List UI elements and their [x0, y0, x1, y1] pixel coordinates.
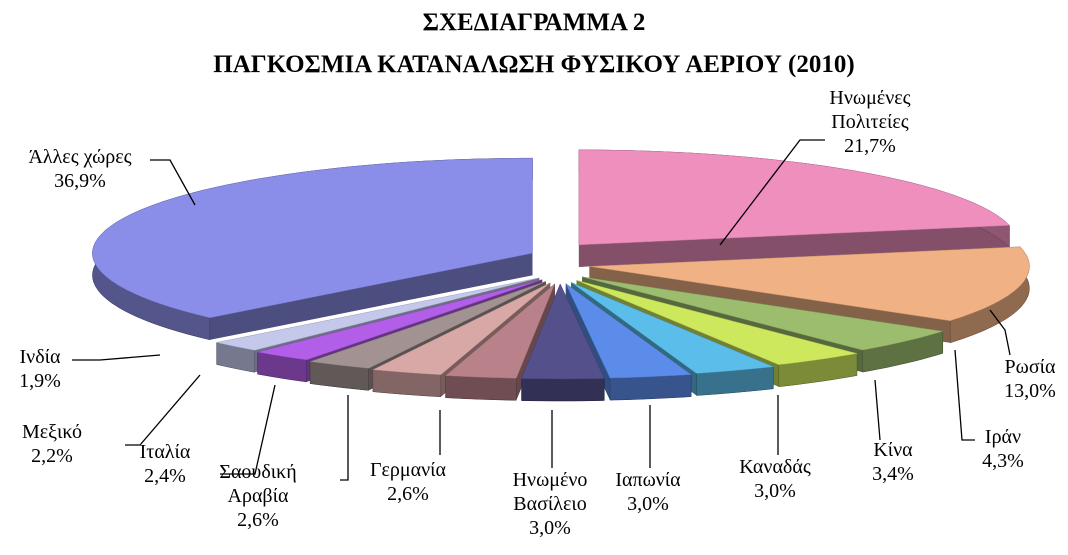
- slice-value: 2,6%: [387, 483, 429, 505]
- slice-name: Γερμανία: [369, 459, 447, 481]
- slice-label: Σαουδική Αραβία 2,6%: [208, 460, 308, 532]
- leader-line: [874, 379, 881, 441]
- slice-label: Ιαπωνία 3,0%: [603, 468, 693, 516]
- leader-line: [150, 159, 196, 206]
- slice-wall: [445, 375, 517, 401]
- slice-name: Ιταλία: [139, 441, 191, 463]
- slice-top: [582, 276, 943, 351]
- chart-subtitle: ΠΑΓΚΟΣΜΙΑ ΚΑΤΑΝΑΛΩΣΗ ΦΥΣΙΚΟΥ ΑΕΡΙΟΥ (201…: [213, 51, 855, 78]
- slice-name: Ρωσία: [1004, 356, 1056, 378]
- slice-name: Σαουδική Αραβία: [219, 461, 297, 507]
- slice-name: Ιαπωνία: [615, 469, 681, 491]
- slice: [92, 157, 533, 341]
- slice-name: Ηνωμένο Βασίλειο: [512, 469, 588, 515]
- slice-value: 13,0%: [1004, 380, 1056, 402]
- slice-name: Ιράν: [984, 426, 1022, 448]
- slice-value: 1,9%: [19, 370, 61, 392]
- leader-line: [719, 139, 825, 246]
- slice-label: Γερμανία 2,6%: [353, 458, 463, 506]
- slice-top: [565, 282, 692, 379]
- slice-name: Ινδία: [19, 346, 61, 368]
- slice: [578, 149, 1011, 267]
- slice-value: 2,4%: [144, 465, 186, 487]
- slice-label: Ρωσία 13,0%: [985, 355, 1068, 403]
- slice-top: [576, 280, 858, 365]
- slice-label: Ιταλία 2,4%: [130, 440, 200, 488]
- slice-value: 3,0%: [529, 517, 571, 539]
- slice-top: [521, 283, 605, 380]
- slice-label: Ηνωμένο Βασίλειο 3,0%: [500, 468, 600, 540]
- slice-value: 4,3%: [982, 450, 1024, 472]
- leader-lines: [72, 139, 1011, 481]
- leader-line: [72, 354, 161, 361]
- chart-title: ΣΧΕΔΙΑΓΡΑΜΜΑ 2: [422, 9, 646, 36]
- leader-line: [125, 374, 201, 446]
- slice-value: 3,0%: [754, 480, 796, 502]
- slice-label: Μεξικό 2,2%: [12, 420, 92, 468]
- slice-name: Άλλες χώρες: [28, 146, 132, 168]
- slice-top: [310, 281, 547, 369]
- slice-top: [216, 277, 540, 351]
- leader-line: [954, 349, 975, 441]
- slice-name: Ηνωμένες Πολιτείες: [829, 87, 911, 133]
- slice-top: [571, 282, 774, 374]
- slice: [521, 283, 605, 402]
- slice-label: Άλλες χώρες 36,9%: [0, 145, 180, 193]
- slice-label: Ηνωμένες Πολιτείες 21,7%: [800, 86, 940, 158]
- slice: [589, 246, 1030, 344]
- leader-line: [989, 309, 1011, 356]
- slice-side: [209, 253, 533, 340]
- slice-top: [444, 283, 556, 379]
- leader-line: [220, 384, 276, 475]
- slice-value: 2,2%: [31, 445, 73, 467]
- slice-value: 36,9%: [54, 170, 106, 192]
- slice-label: Καναδάς 3,0%: [725, 455, 825, 503]
- slice-wall: [609, 374, 692, 401]
- slice-label: Ιράν 4,3%: [973, 425, 1033, 473]
- slice-value: 2,6%: [237, 509, 279, 531]
- slice-value: 3,4%: [872, 463, 914, 485]
- slice-top: [578, 149, 1011, 246]
- slice-top: [371, 282, 551, 376]
- slice-name: Μεξικό: [21, 421, 83, 443]
- slice-top: [589, 246, 1030, 322]
- slice-value: 21,7%: [844, 135, 896, 157]
- slice-name: Κίνα: [873, 439, 913, 461]
- slice-wall: [521, 378, 605, 402]
- slice-value: 3,0%: [627, 493, 669, 515]
- slice-label: Κίνα 3,4%: [863, 438, 923, 486]
- slice-name: Καναδάς: [739, 456, 811, 478]
- slice-top: [92, 157, 533, 319]
- slice-label: Ινδία 1,9%: [10, 345, 70, 393]
- slice-side: [578, 225, 1010, 267]
- pie: [92, 149, 1030, 402]
- leader-line: [340, 395, 349, 481]
- slice-top: [257, 279, 543, 361]
